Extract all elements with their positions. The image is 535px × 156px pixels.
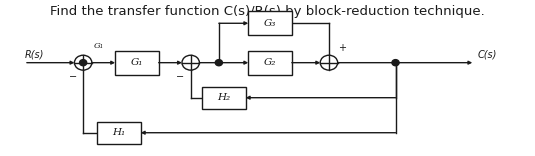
Text: G₁: G₁ [94,42,104,50]
Text: G₂: G₂ [264,58,276,67]
FancyBboxPatch shape [202,87,246,109]
FancyBboxPatch shape [115,51,159,75]
Text: −: − [69,72,77,82]
Text: G₁: G₁ [131,58,143,67]
Text: G₃: G₃ [264,19,276,28]
Text: C(s): C(s) [477,50,497,60]
Text: H₁: H₁ [112,128,126,137]
Circle shape [182,55,200,70]
FancyBboxPatch shape [248,51,292,75]
Text: −: − [177,72,185,82]
Circle shape [320,55,338,70]
Circle shape [215,60,223,66]
Text: +: + [338,43,346,53]
FancyBboxPatch shape [97,122,141,144]
Text: H₂: H₂ [217,93,231,102]
FancyBboxPatch shape [248,11,292,35]
Circle shape [74,55,92,70]
Circle shape [392,60,399,66]
Text: Find the transfer function C(s)/R(s) by block-reduction technique.: Find the transfer function C(s)/R(s) by … [50,5,485,18]
Text: R(s): R(s) [24,50,44,60]
Circle shape [80,60,87,66]
